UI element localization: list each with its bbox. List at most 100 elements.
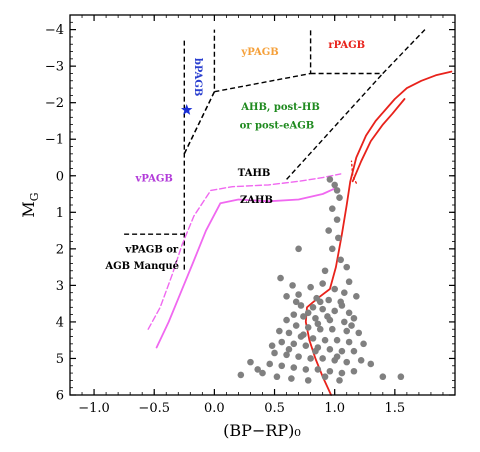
region-label-3: AHB, post-HB — [240, 102, 320, 113]
axis-ticks: −1.0 −0.5 0.0 0.5 1.0 1.5 −4 −3 −2 −1 0 1 2 3 4 5 6 — [45, 14, 456, 416]
scatter-point-66 — [302, 366, 310, 373]
series-line-3 — [155, 187, 336, 349]
scatter-point-6 — [325, 227, 332, 234]
scatter-point-76 — [336, 377, 343, 384]
scatter-point-67 — [314, 366, 322, 373]
scatter-point-61 — [343, 358, 351, 366]
scatter-point-70 — [350, 367, 358, 375]
y-tick-label-1: −3 — [45, 60, 64, 75]
scatter-point-36 — [292, 322, 300, 329]
scatter-point-84 — [348, 322, 355, 329]
region-label-6: TAHB — [238, 168, 271, 179]
x-tick-label-0: −1.0 — [78, 401, 110, 416]
scatter-point-83 — [324, 313, 331, 320]
scatter-point-31 — [290, 311, 298, 318]
scatter-point-56 — [283, 351, 290, 359]
scatter-point-1 — [331, 181, 338, 189]
y-tick-label-0: −4 — [45, 23, 64, 38]
scatter-point-78 — [254, 366, 261, 373]
data-layer — [124, 29, 453, 396]
scatter-point-29 — [331, 307, 338, 315]
scatter-point-94 — [350, 314, 358, 322]
star-marker-0 — [181, 104, 193, 115]
y-tick-label-9: 5 — [56, 352, 64, 367]
scatter-point-49 — [290, 340, 298, 348]
region-labels: yPAGB rPAGB bPAGB AHB, post-HB or post-eAGB v… — [104, 40, 365, 272]
scatter-point-89 — [268, 342, 276, 349]
scatter-point-72 — [273, 373, 281, 381]
scatter-point-50 — [302, 342, 310, 349]
scatter-point-57 — [295, 353, 302, 360]
region-label-1: rPAGB — [328, 40, 365, 51]
scatter-point-45 — [321, 336, 329, 344]
scatter-point-12 — [345, 278, 353, 286]
scatter-point-46 — [333, 336, 341, 344]
scatter-point-68 — [326, 367, 334, 375]
scatter-point-54 — [350, 347, 358, 355]
scatter-point-81 — [300, 331, 307, 339]
scatter-point-42 — [285, 329, 293, 337]
scatter-point-27 — [309, 304, 317, 311]
scatter-point-19 — [341, 289, 348, 296]
boundary-line-4 — [382, 29, 426, 74]
region-label-9: AGB Manqué — [104, 261, 179, 272]
scatter-point-21 — [283, 293, 290, 300]
scatter-point-16 — [307, 283, 314, 291]
scatter-point-62 — [357, 356, 365, 364]
scatter-point-71 — [259, 369, 266, 377]
scatter-point-28 — [319, 305, 326, 313]
scatter-point-7 — [334, 234, 342, 242]
scatter-point-87 — [379, 373, 387, 381]
scatter-point-97 — [312, 347, 319, 355]
scatter-point-58 — [307, 355, 314, 362]
region-label-0: yPAGB — [240, 47, 278, 58]
scatter-point-91 — [283, 316, 290, 324]
x-tick-label-4: 1.0 — [324, 401, 345, 416]
scatter-point-77 — [247, 358, 254, 366]
scatter-point-32 — [300, 313, 307, 320]
y-axis-title: MG — [19, 192, 41, 217]
scatter-point-79 — [237, 371, 245, 379]
y-axis-title-sub: G — [28, 192, 41, 201]
scatter-point-3 — [336, 194, 343, 201]
scatter-point-59 — [319, 355, 326, 362]
scatter-point-88 — [397, 373, 405, 381]
series-line-2 — [350, 160, 357, 184]
scatter-point-90 — [276, 327, 283, 335]
scatter-point-20 — [353, 293, 360, 300]
region-label-2: bPAGB — [192, 58, 203, 97]
x-tick-label-3: 0.5 — [264, 401, 285, 416]
scatter-point-63 — [266, 360, 274, 368]
scatter-point-53 — [338, 347, 346, 355]
region-label-7: ZAHB — [240, 195, 273, 206]
scatter-point-85 — [360, 340, 367, 348]
scatter-point-69 — [338, 369, 346, 377]
scatter-point-13 — [295, 245, 302, 253]
scatter-point-15 — [289, 282, 296, 289]
scatter-point-95 — [316, 298, 324, 306]
scatter-point-37 — [304, 324, 312, 331]
scatter-point-96 — [292, 298, 300, 306]
x-tick-label-1: −0.5 — [138, 401, 170, 416]
scatter-point-93 — [338, 302, 346, 309]
series-line-1 — [351, 98, 406, 183]
region-label-8: vPAGB or — [124, 245, 179, 256]
scatter-point-24 — [325, 296, 332, 304]
scatter-point-41 — [355, 329, 363, 337]
scatter-point-65 — [290, 364, 298, 371]
x-axis-title: (BP−RP)₀ — [223, 421, 301, 440]
scatter-point-10 — [321, 267, 329, 275]
scatter-point-17 — [319, 280, 326, 287]
scatter-point-75 — [321, 373, 329, 381]
boundary-line-5 — [183, 91, 216, 155]
y-tick-label-3: −1 — [45, 133, 64, 148]
y-tick-label-5: 1 — [56, 206, 64, 221]
y-tick-label-8: 4 — [56, 315, 64, 330]
x-tick-label-5: 1.5 — [385, 401, 406, 416]
region-label-4: or post-eAGB — [240, 120, 315, 131]
scatter-point-73 — [288, 375, 295, 382]
scatter-point-82 — [314, 320, 322, 328]
scatter-point-0 — [326, 176, 334, 183]
